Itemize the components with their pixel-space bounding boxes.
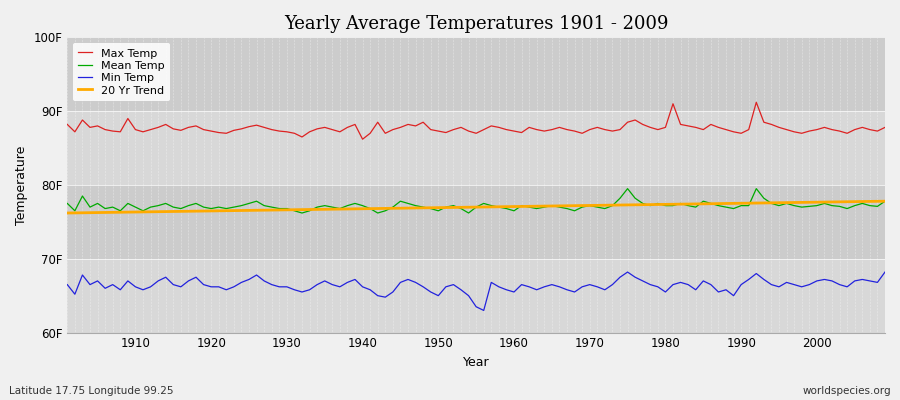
Min Temp [122,278,133,283]
Max Temp [289,131,300,136]
Y-axis label: Temperature: Temperature [15,145,28,225]
Bar [68,37,885,111]
Min Temp [879,270,890,274]
Line: Mean Temp: Mean Temp [68,189,885,213]
Min Temp [622,270,633,274]
Max Temp [335,130,346,134]
20 Yr Trend [335,207,346,212]
Mean Temp [297,211,308,216]
Min Temp [289,287,300,292]
Min Temp [478,308,489,313]
20 Yr Trend [599,203,610,208]
20 Yr Trend [289,207,300,212]
20 Yr Trend [508,204,519,209]
Title: Yearly Average Temperatures 1901 - 2009: Yearly Average Temperatures 1901 - 2009 [284,15,669,33]
Max Temp [751,100,761,105]
Max Temp [62,122,73,127]
Min Temp [335,284,346,289]
Line: Min Temp: Min Temp [68,272,885,310]
20 Yr Trend [879,199,890,204]
Max Temp [508,129,519,134]
Max Temp [357,137,368,142]
20 Yr Trend [122,210,133,214]
Line: 20 Yr Trend: 20 Yr Trend [68,201,885,213]
Mean Temp [879,199,890,204]
Mean Temp [622,186,633,191]
Max Temp [607,129,617,134]
Mean Temp [508,208,519,213]
Bar [68,111,885,185]
Max Temp [122,116,133,121]
Mean Temp [342,203,353,208]
Text: Latitude 17.75 Longitude 99.25: Latitude 17.75 Longitude 99.25 [9,386,174,396]
Mean Temp [517,203,527,208]
Mean Temp [607,203,617,208]
20 Yr Trend [501,204,512,209]
Line: Max Temp: Max Temp [68,102,885,139]
Max Temp [879,125,890,130]
Text: worldspecies.org: worldspecies.org [803,386,891,396]
Min Temp [508,290,519,294]
Mean Temp [62,201,73,206]
Bar [68,259,885,332]
Mean Temp [289,208,300,213]
Min Temp [607,282,617,287]
Mean Temp [122,201,133,206]
Min Temp [517,282,527,287]
Min Temp [62,282,73,287]
Legend: Max Temp, Mean Temp, Min Temp, 20 Yr Trend: Max Temp, Mean Temp, Min Temp, 20 Yr Tre… [73,43,170,101]
20 Yr Trend [62,211,73,216]
Max Temp [517,130,527,135]
X-axis label: Year: Year [463,356,490,369]
Bar [68,185,885,259]
